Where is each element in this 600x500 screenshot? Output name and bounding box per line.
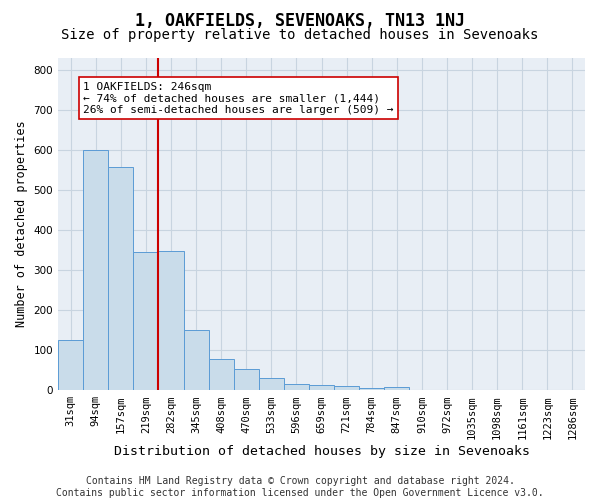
Text: Contains HM Land Registry data © Crown copyright and database right 2024.
Contai: Contains HM Land Registry data © Crown c…: [56, 476, 544, 498]
Bar: [309, 385, 334, 390]
Bar: [108, 167, 133, 390]
Bar: [133, 252, 158, 390]
Bar: [184, 330, 209, 390]
Bar: [209, 360, 233, 390]
Text: 1, OAKFIELDS, SEVENOAKS, TN13 1NJ: 1, OAKFIELDS, SEVENOAKS, TN13 1NJ: [135, 12, 465, 30]
Bar: [83, 150, 108, 390]
Y-axis label: Number of detached properties: Number of detached properties: [15, 120, 28, 327]
Bar: [233, 370, 259, 390]
Bar: [384, 387, 409, 390]
Text: 1 OAKFIELDS: 246sqm
← 74% of detached houses are smaller (1,444)
26% of semi-det: 1 OAKFIELDS: 246sqm ← 74% of detached ho…: [83, 82, 394, 115]
Text: Size of property relative to detached houses in Sevenoaks: Size of property relative to detached ho…: [61, 28, 539, 42]
Bar: [334, 386, 359, 390]
Bar: [259, 378, 284, 390]
X-axis label: Distribution of detached houses by size in Sevenoaks: Distribution of detached houses by size …: [113, 444, 530, 458]
Bar: [284, 384, 309, 390]
Bar: [58, 340, 83, 390]
Bar: [359, 388, 384, 390]
Bar: [158, 251, 184, 390]
